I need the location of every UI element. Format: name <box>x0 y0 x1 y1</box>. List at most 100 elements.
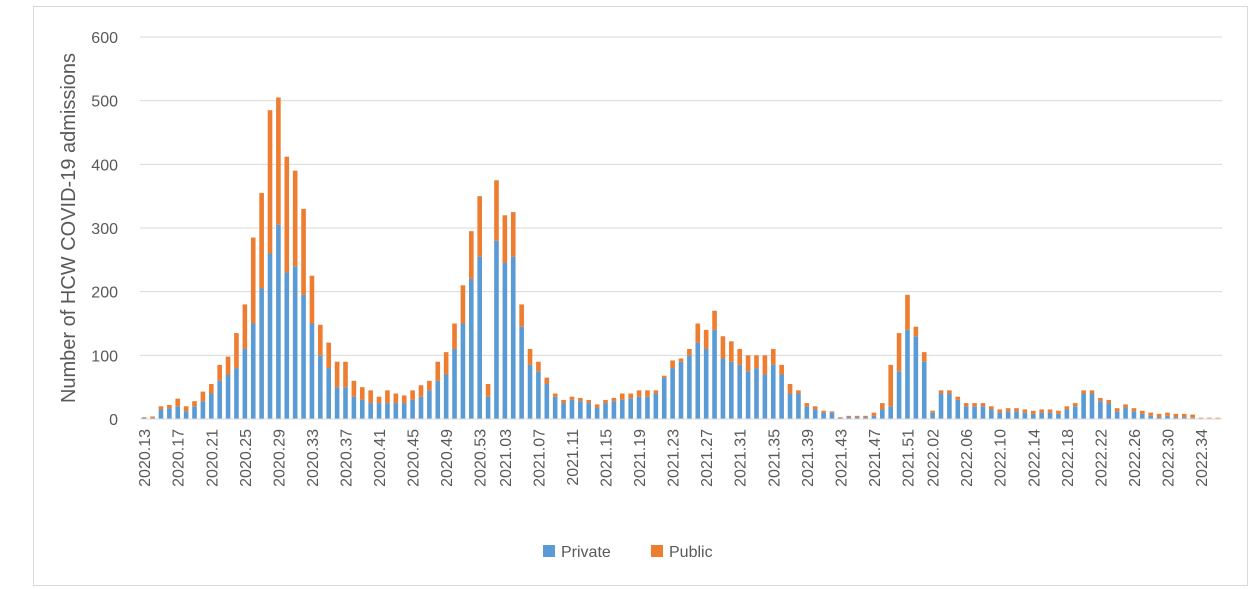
x-tick-label: 2022.14 <box>1026 429 1043 487</box>
bar-public <box>905 294 910 330</box>
x-tick-label: 2022.10 <box>993 429 1010 487</box>
bar-public <box>796 390 801 394</box>
x-tick-label: 2022.06 <box>959 429 976 487</box>
bar-private <box>762 374 768 419</box>
gridlines <box>140 36 1222 356</box>
bar-public <box>1190 414 1195 418</box>
bar-public <box>1039 409 1044 413</box>
bar-public <box>200 391 206 402</box>
bar-private <box>527 364 533 419</box>
bar-public <box>997 409 1003 413</box>
x-tick-label: 2020.17 <box>171 429 188 487</box>
bar-public <box>276 97 281 225</box>
bar-public <box>779 364 784 375</box>
bar-private <box>913 336 919 419</box>
bar-private <box>1156 417 1162 419</box>
bar-private <box>1106 403 1112 419</box>
bar-public <box>1198 417 1204 419</box>
y-tick-label: 200 <box>91 285 118 302</box>
bar-private <box>418 396 424 419</box>
bar-private <box>670 368 675 419</box>
bar-public <box>1181 413 1187 418</box>
bar-public <box>292 170 298 267</box>
bar-public <box>603 399 608 404</box>
x-tick-label: 2022.34 <box>1194 429 1211 487</box>
bar-public <box>653 390 659 394</box>
bar-private <box>619 399 625 419</box>
bar-private <box>678 361 684 419</box>
bar-public <box>854 415 860 418</box>
bar-private <box>938 393 944 419</box>
bar-public <box>955 396 961 400</box>
bar-private <box>628 398 633 419</box>
x-tick-label: 2021.27 <box>699 429 716 487</box>
bar-public <box>569 396 575 400</box>
bar-public <box>963 403 969 407</box>
bar-public <box>401 395 407 404</box>
legend: Private Public <box>543 544 713 561</box>
bar-public <box>1173 413 1179 418</box>
bar-private <box>645 396 650 419</box>
bar-public <box>519 304 524 327</box>
bar-public <box>1014 408 1019 412</box>
x-tick-label: 2021.51 <box>900 429 917 487</box>
bar-public <box>611 397 617 402</box>
bar-public <box>586 399 592 404</box>
bar-private <box>192 406 197 419</box>
bar-private <box>687 355 692 419</box>
x-tick-label: 2021.07 <box>531 429 548 487</box>
bar-private <box>309 323 315 419</box>
y-tick-label: 0 <box>109 412 118 429</box>
bar-public <box>502 215 508 264</box>
bar-public <box>787 383 793 394</box>
bar-public <box>762 355 768 375</box>
bar-private <box>737 364 743 419</box>
bar-private <box>1014 411 1019 419</box>
bar-public <box>1022 409 1028 413</box>
bar-private <box>972 406 977 419</box>
bar-public <box>938 390 944 394</box>
bar-private <box>150 417 155 419</box>
x-tick-label: 2021.39 <box>800 429 817 487</box>
bar-public <box>670 360 675 369</box>
bar-public <box>1064 406 1070 410</box>
bar-public <box>410 390 415 400</box>
bar-private <box>1064 409 1070 419</box>
bar-public <box>326 342 332 369</box>
bar-public <box>250 237 256 324</box>
bar-public <box>150 416 155 418</box>
bar-private <box>754 368 759 419</box>
bar-public <box>829 411 835 413</box>
bar-public <box>242 304 248 349</box>
bar-public <box>368 390 373 404</box>
bar-public <box>309 275 315 324</box>
bar-private <box>804 406 810 419</box>
bar-private <box>997 412 1003 419</box>
bar-private <box>1181 417 1187 419</box>
bar-public <box>192 401 197 407</box>
bar-public <box>745 355 751 372</box>
bar-private <box>561 403 566 419</box>
bar-private <box>359 399 365 419</box>
bar-public <box>703 329 709 349</box>
bar-private <box>552 396 558 419</box>
x-tick-label: 2020.49 <box>439 429 456 487</box>
bar-public <box>594 404 600 408</box>
bar-private <box>1022 412 1028 419</box>
bar-public <box>947 390 952 394</box>
bar-public <box>452 323 457 349</box>
bar-private <box>1047 412 1053 419</box>
bar-public <box>267 110 273 254</box>
bar-public <box>1131 408 1137 412</box>
bar-public <box>1081 390 1086 394</box>
bar-private <box>636 396 642 419</box>
bar-private <box>812 409 818 419</box>
bar-public <box>376 396 382 404</box>
bar-private <box>586 403 592 419</box>
bar-private <box>502 263 508 419</box>
bar-private <box>745 371 751 419</box>
bar-public <box>208 383 214 394</box>
x-tick-label: 2022.30 <box>1160 429 1177 487</box>
x-tick-label: 2022.02 <box>926 429 943 487</box>
